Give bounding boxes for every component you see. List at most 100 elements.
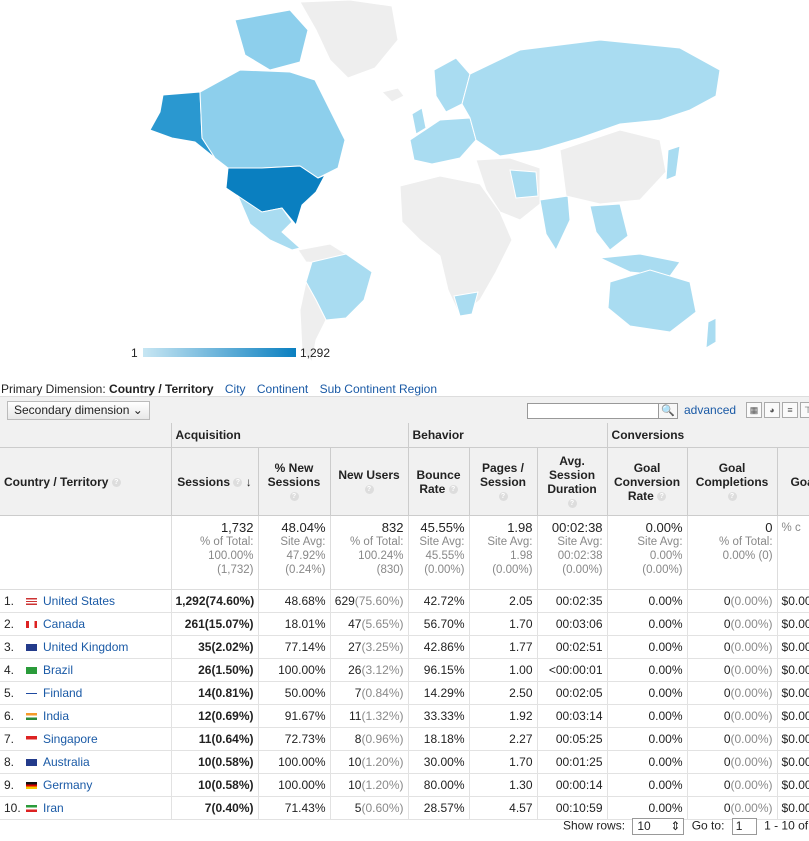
region-southern-cone <box>299 280 327 364</box>
region-china <box>559 129 667 205</box>
conversion-rate-cell: 0.00% <box>606 635 688 659</box>
duration-cell: 00:00:14 <box>536 773 608 797</box>
advanced-filter-link[interactable]: advanced <box>684 403 737 417</box>
table-row[interactable]: 1. United States 1,292(74.60%) 48.68% 629(75… <box>0 589 809 613</box>
pages-session-cell: 4.57 <box>468 796 537 820</box>
country-cell[interactable]: 1. United States <box>0 589 171 613</box>
country-link[interactable]: Finland <box>43 686 83 700</box>
region-greenland <box>299 0 399 79</box>
new-sessions-cell: 100.00% <box>257 658 330 682</box>
region-uk <box>411 107 427 135</box>
goal-value-cell: $0.00 <box>776 750 809 774</box>
dimension-link-sub-continent[interactable]: Sub Continent Region <box>319 382 438 396</box>
help-icon: ? <box>567 498 577 508</box>
sessions-cell: 10(0.58%) <box>170 750 258 774</box>
world-map[interactable]: 1 1,292 <box>0 0 809 372</box>
country-cell[interactable]: 5. Finland <box>0 681 171 705</box>
country-cell[interactable]: 8. Australia <box>0 750 171 774</box>
legend-gradient <box>143 348 296 357</box>
country-cell[interactable]: 10. Iran <box>0 796 171 820</box>
header-sessions[interactable]: Sessions ? ↓ <box>170 447 258 516</box>
table-row[interactable]: 10. Iran 7(0.40%) 71.43% 5(0.60%) 28.57% 4.57 0… <box>0 796 809 820</box>
header-goal-conversion[interactable]: Goal Conversion Rate ? <box>606 447 688 516</box>
dimension-link-city[interactable]: City <box>224 382 246 396</box>
show-rows-select[interactable]: 10 ⇕ <box>632 818 685 835</box>
sort-down-icon: ↓ <box>245 474 252 489</box>
duration-cell: 00:03:14 <box>536 704 608 728</box>
table-footer: Show rows: 10 ⇕ Go to: 1 1 - 10 of 38 <box>563 818 809 835</box>
country-cell[interactable]: 9. Germany <box>0 773 171 797</box>
new-sessions-cell: 100.00% <box>257 750 330 774</box>
country-link[interactable]: Canada <box>43 617 86 631</box>
search-icon[interactable]: 🔍 <box>658 403 678 419</box>
secondary-dimension-dropdown[interactable]: Secondary dimension ⌄ <box>7 401 150 420</box>
bounce-rate-cell: 42.86% <box>407 635 469 659</box>
performance-view-icon[interactable]: ≡ <box>782 402 798 418</box>
region-japan <box>665 145 681 181</box>
new-users-cell: 8(0.96%) <box>329 727 408 751</box>
bounce-rate-cell: 56.70% <box>407 612 469 636</box>
country-link[interactable]: Brazil <box>43 663 74 677</box>
sessions-cell: 7(0.40%) <box>170 796 258 820</box>
table-row[interactable]: 3. United Kingdom 35(2.02%) 77.14% 27(3.25%)… <box>0 635 809 659</box>
group-conversions: Conversions <box>606 423 809 448</box>
country-link[interactable]: Germany <box>43 778 93 792</box>
goto-input[interactable]: 1 <box>731 818 757 835</box>
duration-cell: 00:03:06 <box>536 612 608 636</box>
comparison-view-icon[interactable]: ⊤ <box>800 402 809 418</box>
country-cell[interactable]: 3. United Kingdom <box>0 635 171 659</box>
goal-completions-cell: 0(0.00%) <box>686 589 778 613</box>
table-view-icon[interactable]: ▦ <box>746 402 762 418</box>
duration-cell: 00:05:25 <box>536 727 608 751</box>
conversion-rate-cell: 0.00% <box>606 796 688 820</box>
table-row[interactable]: 8. Australia 10(0.58%) 100.00% 10(1.20%) 30.0… <box>0 750 809 774</box>
totals-row: 1,732% of Total: 100.00% (1,732) 48.04% Site… <box>0 515 809 590</box>
goal-value-cell: $0.00 <box>776 704 809 728</box>
country-link[interactable]: Singapore <box>43 732 98 746</box>
table-row[interactable]: 2. Canada 261(15.07%) 18.01% 47(5.65%) 56.70%… <box>0 612 809 636</box>
country-report-table: Acquisition Behavior Conversions Country… <box>0 423 809 820</box>
region-western-europe <box>409 117 477 165</box>
country-link[interactable]: United Kingdom <box>43 640 129 654</box>
help-icon: ? <box>657 491 667 501</box>
table-toolbar: Secondary dimension ⌄ 🔍 advanced ▦ ◕ ≡ ⊤ <box>0 396 809 424</box>
duration-cell: 00:02:05 <box>536 681 608 705</box>
table-row[interactable]: 4. Brazil 26(1.50%) 100.00% 26(3.12%) 96.15% 1… <box>0 658 809 682</box>
stepper-icon: ⇕ <box>670 819 681 833</box>
flag-icon <box>26 644 37 652</box>
header-avg-duration[interactable]: Avg. Session Duration? <box>536 447 608 516</box>
new-users-cell: 27(3.25%) <box>329 635 408 659</box>
table-row[interactable]: 6. India 12(0.69%) 91.67% 11(1.32%) 33.33% 1.9… <box>0 704 809 728</box>
header-country[interactable]: Country / Territory ? <box>0 447 171 516</box>
country-link[interactable]: Australia <box>43 755 90 769</box>
bounce-rate-cell: 42.72% <box>407 589 469 613</box>
pages-session-cell: 1.30 <box>468 773 537 797</box>
dimension-link-continent[interactable]: Continent <box>256 382 309 396</box>
country-cell[interactable]: 6. India <box>0 704 171 728</box>
new-users-cell: 26(3.12%) <box>329 658 408 682</box>
table-row[interactable]: 9. Germany 10(0.58%) 100.00% 10(1.20%) 80.00%… <box>0 773 809 797</box>
table-row[interactable]: 7. Singapore 11(0.64%) 72.73% 8(0.96%) 18.18%… <box>0 727 809 751</box>
table-row[interactable]: 5. Finland 14(0.81%) 50.00% 7(0.84%) 14.29% 2.… <box>0 681 809 705</box>
flag-icon <box>26 690 37 698</box>
header-goal-completions[interactable]: Goal Completions? <box>686 447 778 516</box>
pie-view-icon[interactable]: ◕ <box>764 402 780 418</box>
country-link[interactable]: United States <box>43 594 116 608</box>
country-link[interactable]: India <box>43 709 70 723</box>
region-mexico <box>236 194 302 251</box>
table-search-input[interactable] <box>527 403 659 419</box>
header-bounce-rate[interactable]: Bounce Rate ? <box>407 447 469 516</box>
region-india <box>539 195 571 252</box>
new-users-cell: 5(0.60%) <box>329 796 408 820</box>
country-link[interactable]: Iran <box>43 801 64 815</box>
header-pages-session[interactable]: Pages / Session? <box>468 447 537 516</box>
total-cell: % c <box>776 515 809 590</box>
country-cell[interactable]: 2. Canada <box>0 612 171 636</box>
country-cell[interactable]: 4. Brazil <box>0 658 171 682</box>
header-goal-value[interactable]: Goal <box>776 447 809 516</box>
country-cell[interactable]: 7. Singapore <box>0 727 171 751</box>
region-africa <box>399 175 513 317</box>
header-new-users[interactable]: New Users? <box>329 447 408 516</box>
header-new-sessions[interactable]: % New Sessions? <box>257 447 330 516</box>
help-icon: ? <box>289 491 299 501</box>
